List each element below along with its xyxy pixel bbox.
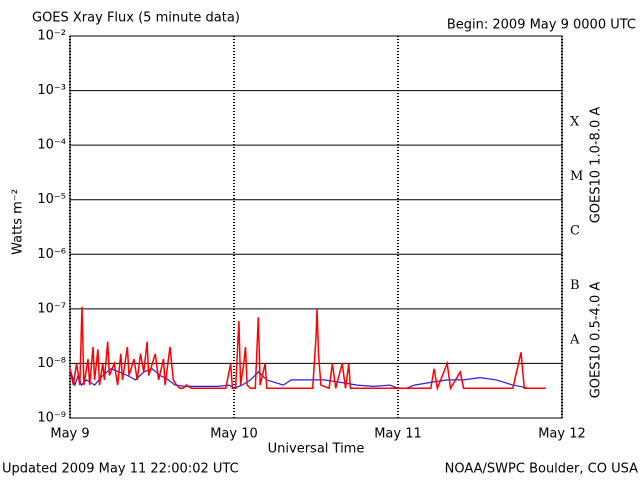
class-label: X xyxy=(570,114,580,129)
class-label: C xyxy=(570,224,580,239)
y-tick-label: 10⁻⁸ xyxy=(37,356,66,371)
series-line xyxy=(69,306,546,392)
y-tick-label: 10⁻³ xyxy=(37,83,66,98)
x-axis-label: Universal Time xyxy=(268,442,365,457)
y-tick-label: 10⁻⁹ xyxy=(37,411,66,426)
legend-label: GOES10 0.5-4.0 A xyxy=(589,282,604,399)
x-tick-label: May 12 xyxy=(538,427,586,442)
y-tick-label: 10⁻⁵ xyxy=(37,192,66,207)
y-tick-label: 10⁻⁶ xyxy=(37,247,66,262)
series-line xyxy=(69,368,546,389)
chart-subtitle: Begin: 2009 May 9 0000 UTC xyxy=(447,18,636,33)
class-label: A xyxy=(569,333,580,348)
y-tick-label: 10⁻⁴ xyxy=(37,138,66,153)
footer-right: NOAA/SWPC Boulder, CO USA xyxy=(445,462,638,477)
class-label: M xyxy=(570,169,583,184)
y-tick-label: 10⁻⁷ xyxy=(37,301,66,316)
y-tick-label: 10⁻² xyxy=(37,29,66,44)
x-tick-label: May 10 xyxy=(210,427,258,442)
y-axis-label: Watts m⁻² xyxy=(11,189,26,255)
legend-label: GOES10 1.0-8.0 A xyxy=(589,107,604,224)
footer-left: Updated 2009 May 11 22:00:02 UTC xyxy=(2,462,239,477)
class-label: B xyxy=(570,278,580,293)
x-tick-label: May 9 xyxy=(50,427,89,442)
x-tick-label: May 11 xyxy=(374,427,422,442)
chart-title: GOES Xray Flux (5 minute data) xyxy=(32,11,240,26)
plot-frame xyxy=(69,35,563,419)
